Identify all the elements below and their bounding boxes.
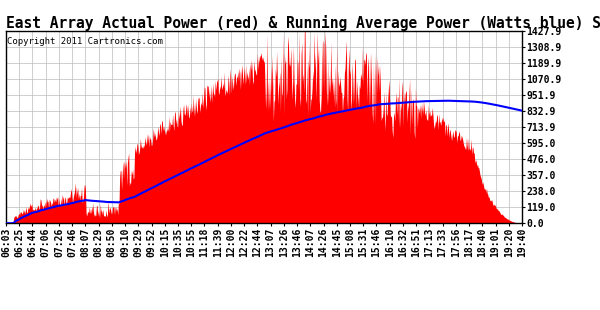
Text: East Array Actual Power (red) & Running Average Power (Watts blue) Sat Jul 2 19:: East Array Actual Power (red) & Running … <box>6 15 600 31</box>
Text: Copyright 2011 Cartronics.com: Copyright 2011 Cartronics.com <box>7 37 163 46</box>
